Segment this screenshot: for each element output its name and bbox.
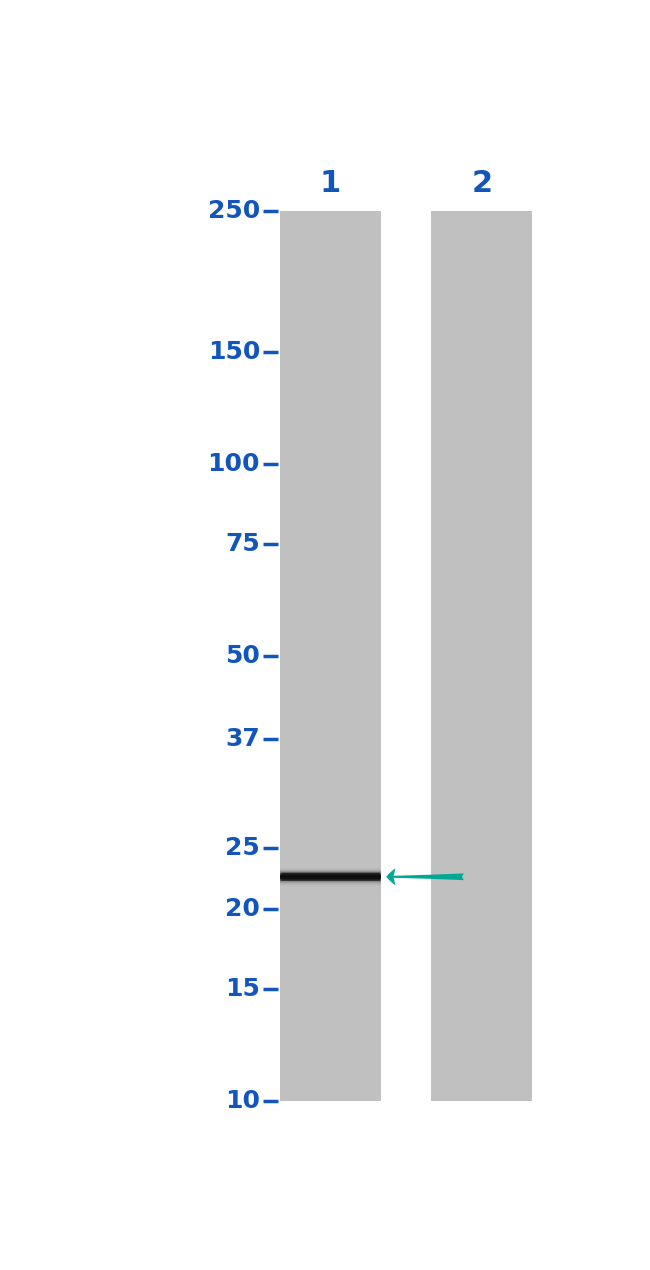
Text: 75: 75 — [226, 532, 260, 556]
FancyBboxPatch shape — [281, 872, 380, 881]
Text: 250: 250 — [208, 199, 260, 224]
Text: 2: 2 — [471, 169, 492, 198]
Text: 25: 25 — [226, 836, 260, 860]
Text: 37: 37 — [226, 728, 260, 752]
Text: 150: 150 — [208, 340, 260, 364]
Text: 100: 100 — [207, 452, 260, 476]
Text: 1: 1 — [320, 169, 341, 198]
Text: 50: 50 — [225, 644, 260, 668]
Bar — [432, 211, 532, 1101]
Text: 20: 20 — [225, 898, 260, 921]
Bar — [280, 211, 381, 1101]
Text: 10: 10 — [225, 1088, 260, 1113]
Text: 15: 15 — [225, 977, 260, 1001]
